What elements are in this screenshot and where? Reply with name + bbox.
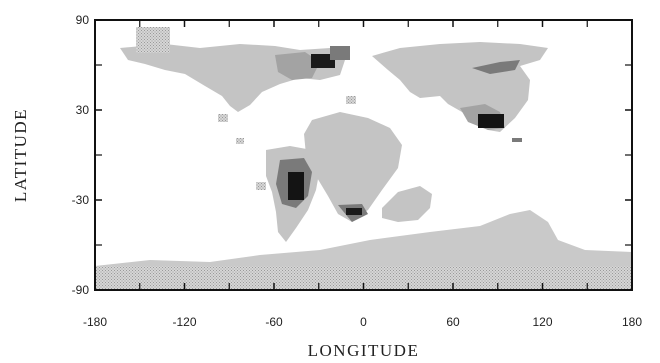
x-axis-title: LONGITUDE <box>308 341 420 360</box>
x-tick-label: -180 <box>83 315 107 329</box>
region-southern-ocean <box>95 210 632 266</box>
region-asia-island <box>512 138 522 142</box>
shaded-regions <box>95 27 632 290</box>
region-patch <box>346 96 356 104</box>
region-patch <box>236 138 244 144</box>
region-alaska-patch <box>136 27 170 53</box>
region-south-america-dark <box>288 172 304 200</box>
region-asia-dark <box>478 114 504 128</box>
x-axis-ticks: -180 -120 -60 0 60 120 180 <box>83 20 642 329</box>
y-tick-label: -90 <box>72 283 90 297</box>
x-tick-label: 120 <box>532 315 552 329</box>
region-siberia-mid <box>472 60 520 74</box>
y-tick-label: -30 <box>72 193 90 207</box>
region-patch <box>256 182 266 190</box>
y-axis-title: LATITUDE <box>11 108 30 202</box>
region-greenland-mid <box>330 46 350 60</box>
y-tick-label: 30 <box>76 103 90 117</box>
region-eurasia <box>372 42 548 132</box>
y-tick-label: 90 <box>76 13 90 27</box>
x-tick-label: -60 <box>265 315 283 329</box>
region-patch <box>218 114 228 122</box>
region-greenland-dark <box>311 54 335 68</box>
region-australia <box>382 186 432 222</box>
region-africa <box>304 112 402 222</box>
y-axis-ticks: -90 -30 30 90 <box>72 13 632 297</box>
x-tick-label: 60 <box>446 315 460 329</box>
region-africa-dark <box>346 208 362 215</box>
region-north-america-interior <box>275 52 320 80</box>
x-tick-label: -120 <box>172 315 196 329</box>
x-tick-label: 0 <box>360 315 367 329</box>
x-tick-label: 180 <box>622 315 642 329</box>
